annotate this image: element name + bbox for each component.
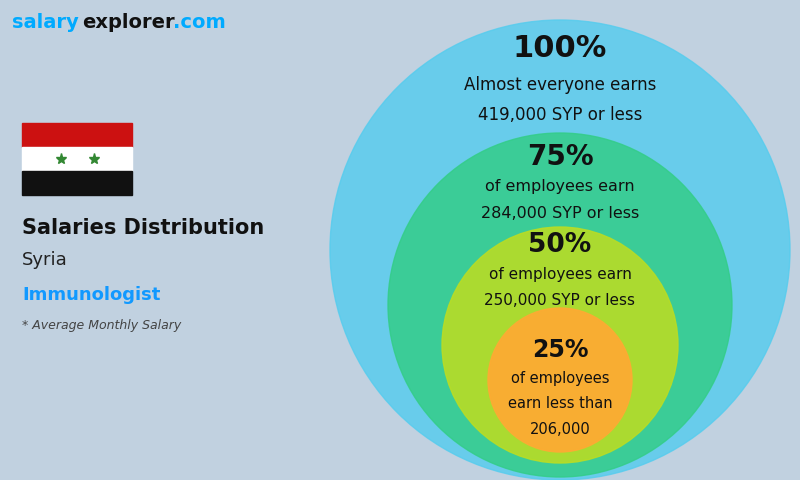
Circle shape — [330, 20, 790, 480]
Text: 206,000: 206,000 — [530, 422, 590, 437]
Text: of employees earn: of employees earn — [485, 180, 635, 194]
Circle shape — [442, 227, 678, 463]
Text: 284,000 SYP or less: 284,000 SYP or less — [481, 205, 639, 220]
Text: Immunologist: Immunologist — [22, 286, 160, 304]
Circle shape — [488, 308, 632, 452]
Text: Salaries Distribution: Salaries Distribution — [22, 218, 264, 238]
Text: of employees earn: of employees earn — [489, 267, 631, 282]
Bar — [22, 123, 132, 147]
Circle shape — [388, 133, 732, 477]
Bar — [22, 171, 132, 195]
Text: salary: salary — [12, 12, 78, 32]
Text: .com: .com — [173, 12, 226, 32]
Text: Syria: Syria — [22, 251, 68, 269]
Text: 75%: 75% — [526, 143, 594, 171]
Text: 250,000 SYP or less: 250,000 SYP or less — [485, 293, 635, 308]
Text: of employees: of employees — [510, 371, 610, 385]
Text: 419,000 SYP or less: 419,000 SYP or less — [478, 106, 642, 123]
Text: Almost everyone earns: Almost everyone earns — [464, 75, 656, 94]
Text: earn less than: earn less than — [508, 396, 612, 411]
Text: 25%: 25% — [532, 338, 588, 362]
Text: 50%: 50% — [528, 231, 592, 257]
Bar — [22, 147, 132, 171]
Text: explorer: explorer — [82, 12, 174, 32]
Text: * Average Monthly Salary: * Average Monthly Salary — [22, 319, 182, 332]
Text: 100%: 100% — [513, 34, 607, 63]
